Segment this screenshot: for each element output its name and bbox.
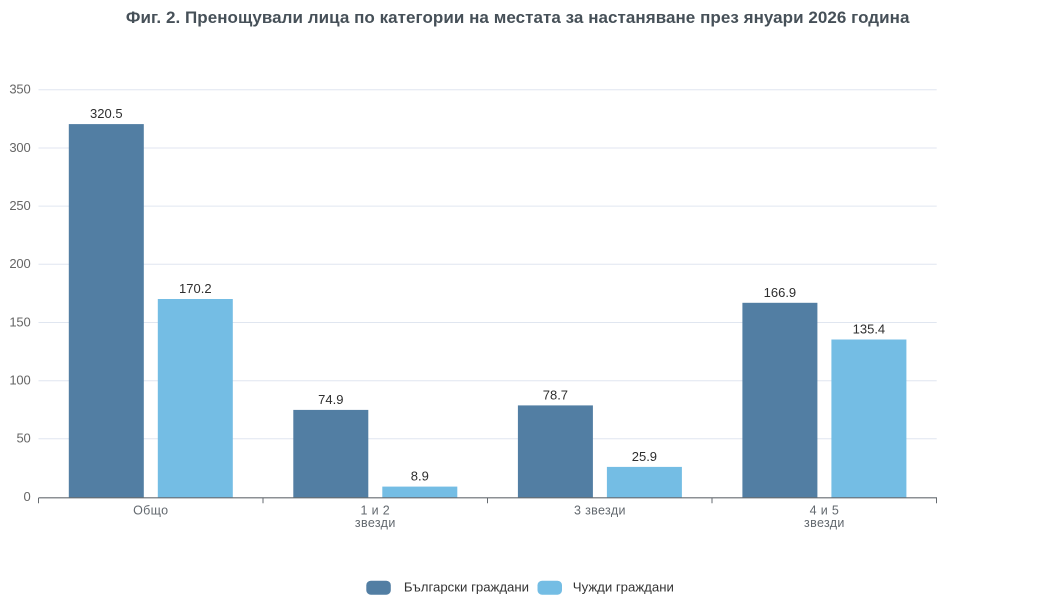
svg-text:250: 250 — [9, 198, 30, 213]
svg-text:3 звезди: 3 звезди — [574, 504, 626, 518]
svg-text:100: 100 — [9, 373, 30, 388]
svg-text:25.9: 25.9 — [632, 449, 657, 464]
svg-text:166.9: 166.9 — [764, 285, 797, 300]
svg-text:135.4: 135.4 — [853, 322, 886, 337]
svg-text:78.7: 78.7 — [543, 387, 568, 402]
svg-text:170.2: 170.2 — [179, 281, 212, 296]
svg-text:150: 150 — [9, 314, 30, 329]
svg-text:1 и 2: 1 и 2 — [361, 504, 391, 518]
svg-text:200: 200 — [9, 256, 30, 271]
svg-text:звезди: звезди — [804, 516, 845, 530]
svg-text:74.9: 74.9 — [318, 392, 343, 407]
svg-text:50: 50 — [16, 431, 30, 446]
svg-text:300: 300 — [9, 140, 30, 155]
svg-text:320.5: 320.5 — [90, 106, 123, 121]
svg-text:0: 0 — [23, 489, 30, 504]
svg-text:Общо: Общо — [133, 504, 168, 518]
svg-text:Фиг. 2. Пренощували лица по ка: Фиг. 2. Пренощували лица по категории на… — [126, 8, 910, 27]
svg-text:4 и 5: 4 и 5 — [810, 504, 840, 518]
svg-text:Български граждани: Български граждани — [404, 580, 529, 595]
svg-text:8.9: 8.9 — [411, 469, 429, 484]
svg-text:звезди: звезди — [355, 516, 396, 530]
svg-text:Чужди граждани: Чужди граждани — [573, 580, 674, 595]
svg-text:350: 350 — [9, 82, 30, 97]
